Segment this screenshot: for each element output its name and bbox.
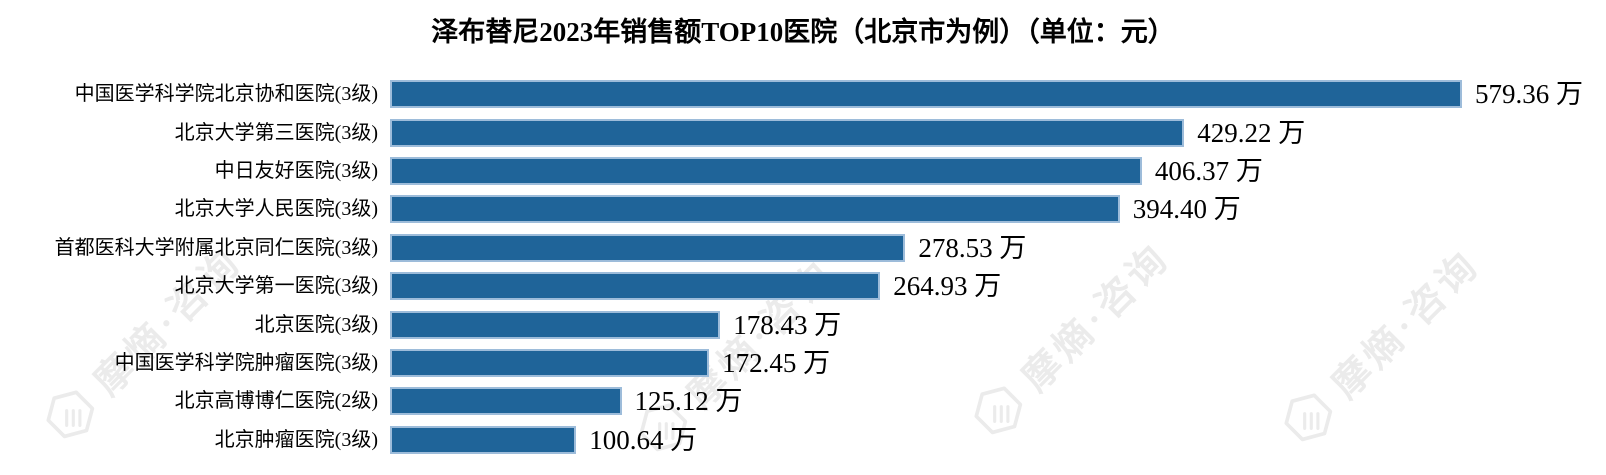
value-label: 178.43 万 — [733, 309, 842, 340]
bar — [390, 348, 710, 377]
value-label: 264.93 万 — [893, 271, 1002, 302]
watermark: 摩熵·咨询 — [1270, 235, 1490, 455]
bar-row: 中国医学科学院北京协和医院(3级) 579.36 万 — [0, 75, 1606, 113]
bar-row: 北京大学第一医院(3级) 264.93 万 — [0, 267, 1606, 305]
category-label: 北京大学第三医院(3级) — [174, 121, 378, 144]
bar — [390, 156, 1142, 185]
category-label: 中国医学科学院肿瘤医院(3级) — [114, 351, 378, 374]
watermark-hexagon-logo-icon — [974, 386, 1022, 434]
bar-row: 北京大学人民医院(3级) 394.40 万 — [0, 190, 1606, 228]
bar-row: 北京肿瘤医院(3级) 100.64 万 — [0, 421, 1606, 459]
category-label: 中国医学科学院北京协和医院(3级) — [74, 83, 378, 106]
bar — [390, 195, 1120, 224]
watermark-hexagon-logo-icon — [46, 390, 94, 438]
bar-zone: 178.43 万 — [390, 310, 841, 340]
bar — [390, 310, 721, 339]
category-label: 北京高博博仁医院(2级) — [174, 390, 378, 413]
bar-row: 首都医科大学附属北京同仁医院(3级) 278.53 万 — [0, 229, 1606, 267]
value-label: 429.22 万 — [1197, 117, 1306, 148]
value-label: 278.53 万 — [918, 232, 1027, 263]
category-label: 北京医院(3级) — [254, 313, 378, 336]
bar-zone: 172.45 万 — [390, 348, 830, 378]
bar-zone: 579.36 万 — [390, 79, 1583, 109]
category-label: 北京肿瘤医院(3级) — [214, 428, 378, 451]
bar — [390, 80, 1462, 109]
watermark: 摩熵·咨询 — [32, 232, 252, 452]
value-label: 579.36 万 — [1475, 79, 1583, 110]
bar-row: 北京医院(3级) 178.43 万 — [0, 305, 1606, 343]
bar — [390, 118, 1185, 147]
watermark-hexagon-logo-icon — [639, 403, 687, 451]
watermark: 摩熵·咨询 — [960, 228, 1180, 448]
bar-zone: 406.37 万 — [390, 156, 1263, 186]
category-label: 北京大学第一医院(3级) — [174, 275, 378, 298]
value-label: 172.45 万 — [722, 347, 831, 378]
bar-row: 中国医学科学院肿瘤医院(3级) 172.45 万 — [0, 344, 1606, 382]
watermark-hexagon-logo-icon — [1284, 393, 1332, 441]
bar-zone: 264.93 万 — [390, 271, 1001, 301]
value-label: 125.12 万 — [634, 386, 743, 417]
bar-zone: 100.64 万 — [390, 425, 697, 455]
bar — [390, 272, 881, 301]
bar — [390, 387, 622, 416]
bar-zone: 394.40 万 — [390, 194, 1241, 224]
plot-area: 中国医学科学院北京协和医院(3级) 579.36 万 北京大学第三医院(3级) … — [0, 75, 1606, 459]
bar-zone: 278.53 万 — [390, 233, 1026, 263]
bar-row: 北京高博博仁医院(2级) 125.12 万 — [0, 382, 1606, 420]
chart-title: 泽布替尼2023年销售额TOP10医院（北京市为例）（单位：元） — [431, 17, 1175, 47]
category-label: 北京大学人民医院(3级) — [174, 198, 378, 221]
category-label: 首都医科大学附属北京同仁医院(3级) — [54, 236, 378, 259]
category-label: 中日友好医院(3级) — [214, 159, 378, 182]
bar-zone: 125.12 万 — [390, 386, 743, 416]
bar — [390, 425, 577, 454]
value-label: 406.37 万 — [1154, 155, 1263, 186]
bar-row: 北京大学第三医院(3级) 429.22 万 — [0, 113, 1606, 151]
bar-row: 中日友好医院(3级) 406.37 万 — [0, 152, 1606, 190]
bar — [390, 233, 906, 262]
value-label: 100.64 万 — [589, 424, 698, 455]
watermark: 摩熵·咨询 — [625, 245, 845, 465]
bar-zone: 429.22 万 — [390, 118, 1305, 148]
value-label: 394.40 万 — [1132, 194, 1241, 225]
